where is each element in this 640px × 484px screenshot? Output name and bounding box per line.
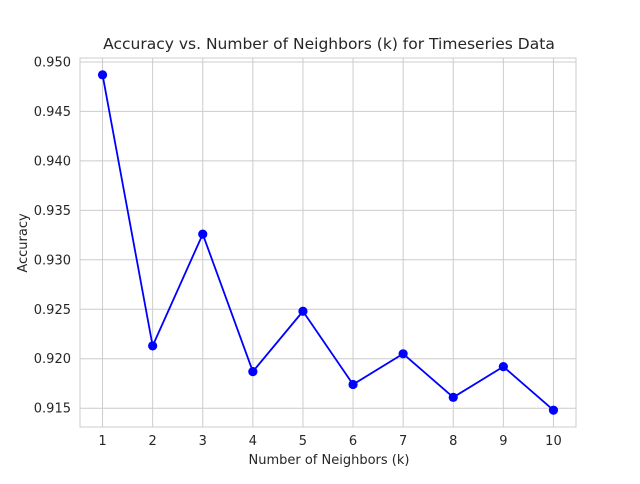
data-point	[448, 392, 458, 402]
x-tick-label: 9	[499, 434, 507, 449]
x-tick-labels: 1 2 3 4 5 6 7 8 9 10	[98, 434, 561, 449]
plot-area-frame	[79, 57, 577, 428]
x-tick-label: 3	[199, 434, 207, 449]
x-tick-label: 8	[449, 434, 457, 449]
series-group	[97, 70, 559, 415]
data-point	[298, 306, 308, 316]
data-point	[198, 229, 208, 239]
data-point	[548, 405, 559, 415]
x-tick-label: 1	[98, 434, 106, 449]
data-point	[398, 349, 408, 359]
y-tick-label: 0.950	[34, 55, 71, 70]
series-line	[101, 74, 555, 411]
x-tick-label: 2	[149, 434, 157, 449]
x-axis-label: Number of Neighbors (k)	[249, 453, 410, 468]
x-tick-label: 6	[349, 434, 357, 449]
chart-title: Accuracy vs. Number of Neighbors (k) for…	[103, 35, 555, 53]
data-point	[348, 379, 358, 390]
grid-lines	[80, 58, 576, 427]
x-tick-label: 5	[299, 434, 307, 449]
data-point	[248, 367, 258, 377]
data-point	[498, 362, 508, 372]
y-axis-label: Accuracy	[16, 213, 31, 273]
data-point	[148, 341, 158, 351]
data-point	[97, 70, 108, 80]
x-tick-label: 7	[399, 434, 407, 449]
y-tick-label: 0.925	[34, 303, 71, 318]
y-tick-label: 0.945	[34, 105, 71, 120]
y-tick-label: 0.930	[34, 253, 71, 268]
x-tick-label: 10	[545, 434, 562, 449]
y-tick-label: 0.915	[34, 402, 71, 417]
y-tick-labels: 0.915 0.920 0.925 0.930 0.935 0.940 0.945 0.950	[34, 55, 71, 416]
x-tick-label: 4	[249, 434, 257, 449]
y-tick-label: 0.920	[34, 352, 71, 367]
y-tick-label: 0.940	[34, 154, 71, 169]
y-tick-label: 0.935	[34, 204, 71, 219]
